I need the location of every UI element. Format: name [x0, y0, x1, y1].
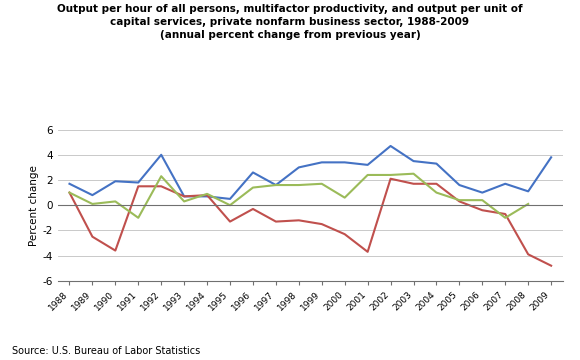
Multifactor productivity: [66, 190, 73, 195]
Output per unit of capital services: [456, 199, 463, 203]
Output per unit of capital services: [158, 184, 165, 189]
Output per hour of all persons: [158, 153, 165, 157]
Output per unit of capital services: [204, 193, 211, 197]
Output per hour of all persons: [181, 194, 188, 199]
Output per unit of capital services: [341, 232, 348, 236]
Output per hour of all persons: [318, 160, 325, 165]
Multifactor productivity: [89, 202, 96, 206]
Text: Source: U.S. Bureau of Labor Statistics: Source: U.S. Bureau of Labor Statistics: [12, 346, 200, 356]
Output per unit of capital services: [249, 207, 256, 211]
Output per hour of all persons: [89, 193, 96, 197]
Y-axis label: Percent change: Percent change: [28, 165, 39, 246]
Output per hour of all persons: [479, 190, 486, 195]
Output per hour of all persons: [135, 180, 142, 185]
Multifactor productivity: [433, 190, 440, 195]
Output per unit of capital services: [112, 248, 119, 253]
Output per unit of capital services: [318, 222, 325, 226]
Output per hour of all persons: [548, 155, 554, 159]
Output per unit of capital services: [135, 184, 142, 189]
Output per hour of all persons: [341, 160, 348, 165]
Line: Output per unit of capital services: Output per unit of capital services: [70, 179, 551, 266]
Output per unit of capital services: [433, 181, 440, 186]
Output per hour of all persons: [273, 183, 280, 187]
Multifactor productivity: [456, 198, 463, 202]
Multifactor productivity: [273, 183, 280, 187]
Output per hour of all persons: [525, 189, 532, 193]
Multifactor productivity: [158, 174, 165, 178]
Multifactor productivity: [227, 203, 234, 207]
Output per hour of all persons: [112, 179, 119, 183]
Multifactor productivity: [410, 171, 417, 176]
Multifactor productivity: [204, 192, 211, 196]
Multifactor productivity: [181, 199, 188, 203]
Output per unit of capital services: [410, 181, 417, 186]
Output per hour of all persons: [387, 144, 394, 148]
Multifactor productivity: [112, 199, 119, 203]
Output per unit of capital services: [227, 219, 234, 224]
Line: Multifactor productivity: Multifactor productivity: [70, 174, 528, 218]
Output per hour of all persons: [227, 197, 234, 201]
Multifactor productivity: [387, 173, 394, 177]
Output per hour of all persons: [295, 165, 302, 170]
Output per unit of capital services: [502, 212, 509, 216]
Output per unit of capital services: [273, 219, 280, 224]
Output per unit of capital services: [66, 190, 73, 195]
Output per unit of capital services: [89, 235, 96, 239]
Output per hour of all persons: [66, 181, 73, 186]
Output per hour of all persons: [456, 183, 463, 187]
Line: Output per hour of all persons: Output per hour of all persons: [70, 146, 551, 199]
Output per hour of all persons: [249, 170, 256, 175]
Output per hour of all persons: [204, 194, 211, 199]
Output per unit of capital services: [387, 176, 394, 181]
Output per hour of all persons: [410, 159, 417, 163]
Multifactor productivity: [364, 173, 371, 177]
Output per unit of capital services: [548, 264, 554, 268]
Multifactor productivity: [249, 185, 256, 190]
Text: Output per hour of all persons, multifactor productivity, and output per unit of: Output per hour of all persons, multifac…: [57, 4, 523, 40]
Output per hour of all persons: [433, 161, 440, 166]
Multifactor productivity: [135, 216, 142, 220]
Output per unit of capital services: [295, 218, 302, 222]
Multifactor productivity: [318, 181, 325, 186]
Output per unit of capital services: [525, 252, 532, 256]
Output per hour of all persons: [364, 163, 371, 167]
Output per hour of all persons: [502, 181, 509, 186]
Output per unit of capital services: [364, 250, 371, 254]
Multifactor productivity: [502, 216, 509, 220]
Output per unit of capital services: [181, 194, 188, 199]
Multifactor productivity: [525, 202, 532, 206]
Multifactor productivity: [341, 195, 348, 200]
Output per unit of capital services: [479, 208, 486, 212]
Multifactor productivity: [295, 183, 302, 187]
Multifactor productivity: [479, 198, 486, 202]
